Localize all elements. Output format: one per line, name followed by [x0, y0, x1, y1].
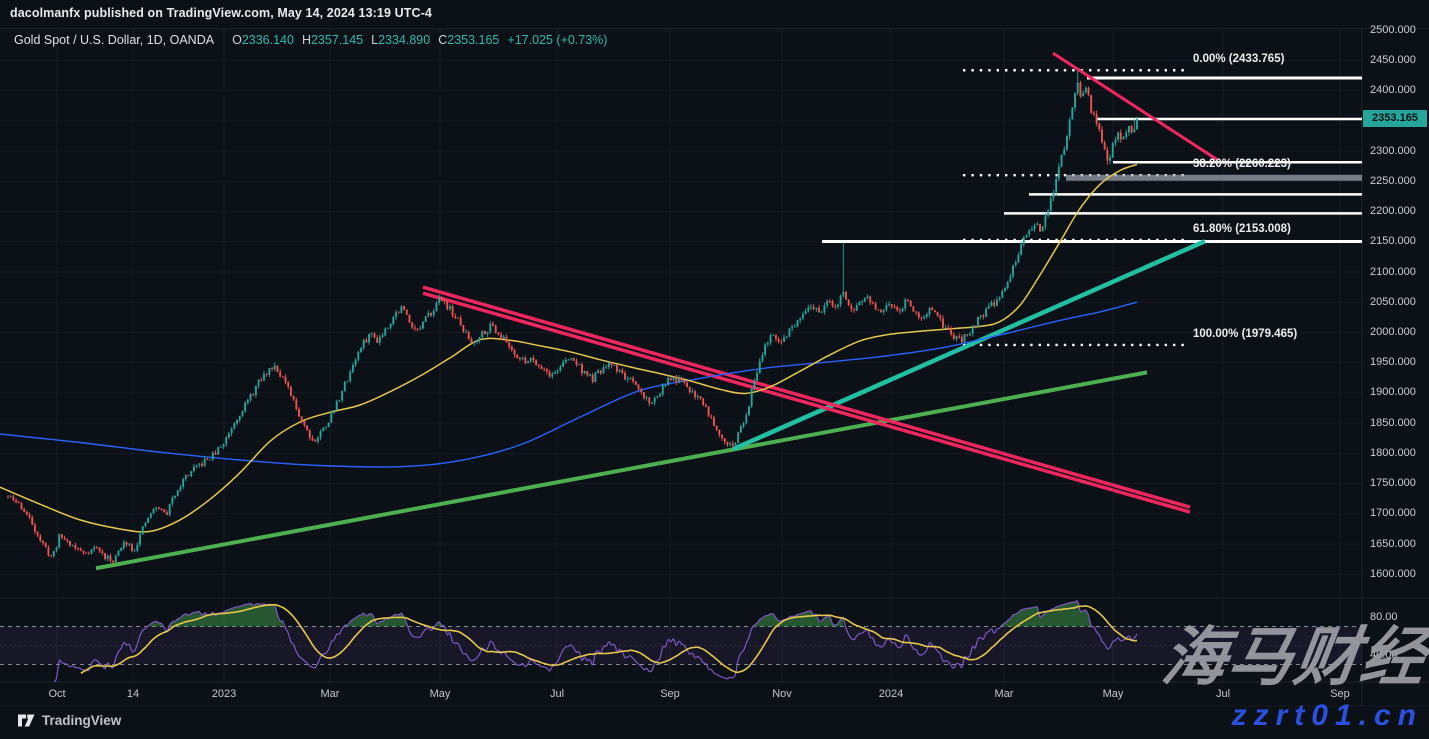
- price-axis-label: 1650.000: [1370, 537, 1416, 550]
- low-label: L: [371, 33, 379, 47]
- rsi-indicator: [0, 600, 1362, 682]
- time-axis-label: Sep: [1330, 688, 1350, 700]
- price-axis-label: 2300.000: [1370, 144, 1416, 157]
- time-axis-label: May: [429, 688, 451, 700]
- ma-slow-blue: [0, 301, 1138, 468]
- price-axis-label: 1850.000: [1370, 416, 1416, 429]
- time-axis-label: 2023: [211, 688, 237, 700]
- price-axis-label: 2150.000: [1370, 235, 1416, 248]
- time-axis-label: Sep: [660, 688, 680, 700]
- price-axis-label: 1750.000: [1370, 477, 1416, 490]
- tradingview-attribution[interactable]: TradingView: [18, 713, 121, 728]
- horizontal-levels[interactable]: [822, 76, 1362, 243]
- descending-channel-lower: [422, 291, 1191, 514]
- watermark-brand-url: zzrt01.cn: [1231, 699, 1423, 732]
- price-axis-label: 2050.000: [1370, 295, 1416, 308]
- price-axis-label: 1600.000: [1370, 567, 1416, 580]
- fib-label-100: 100.00% (1979.465): [1193, 327, 1298, 340]
- price-axis-label: 2200.000: [1370, 205, 1416, 218]
- price-axis-label: 1700.000: [1370, 507, 1416, 520]
- tradingview-logo-icon: [18, 714, 35, 727]
- trendlines[interactable]: [95, 51, 1219, 571]
- price-axis-label: 1900.000: [1370, 386, 1416, 399]
- rsi-axis-label: 80.00: [1370, 610, 1398, 623]
- grid-lines: [0, 28, 1362, 682]
- time-axis-label: 2024: [878, 688, 904, 700]
- ascending-teal: [732, 239, 1206, 452]
- current-price-badge: 2353.165: [1363, 110, 1427, 128]
- price-axis-label: 2100.000: [1370, 265, 1416, 278]
- tradingview-attribution-label: TradingView: [42, 713, 122, 728]
- publish-info: dacolmanfx published on TradingView.com,…: [10, 6, 432, 20]
- high-value: 2357.145: [310, 33, 364, 47]
- time-axis-label: May: [1102, 688, 1124, 700]
- time-axis-label: Mar: [994, 688, 1014, 700]
- open-value: 2336.140: [241, 33, 294, 47]
- watermark-brand-cn: 海马财经: [1157, 621, 1429, 693]
- rsi-ma-line: [80, 603, 1138, 675]
- fib-label-0: 0.00% (2433.765): [1193, 53, 1285, 66]
- high-label: H: [301, 33, 311, 47]
- price-axis-label: 2400.000: [1370, 84, 1416, 97]
- price-axis-label: 2250.000: [1370, 174, 1416, 187]
- fib-label-61: 61.80% (2153.008): [1193, 222, 1291, 235]
- time-axis-label: Jul: [1215, 688, 1231, 700]
- open-label: O: [232, 33, 242, 47]
- symbol-legend: Gold Spot / U.S. Dollar, 1D, OANDA O2336.…: [14, 33, 607, 47]
- price-axis-label: 2000.000: [1370, 325, 1416, 338]
- symbol-title[interactable]: Gold Spot / U.S. Dollar, 1D, OANDA: [14, 33, 215, 47]
- time-axis-label: 14: [126, 688, 140, 700]
- candlesticks: [7, 70, 1138, 565]
- close-label: C: [438, 33, 448, 47]
- fib-label-38: 38.20% (2260.223): [1193, 158, 1291, 171]
- rsi-axis-label: 40.00: [1370, 648, 1398, 661]
- topbar-divider: [0, 28, 1429, 29]
- descending-channel-upper: [422, 285, 1191, 509]
- price-axis-label: 2500.000: [1370, 23, 1416, 36]
- descending-resistance-short: [1052, 51, 1219, 162]
- price-axis-label: 2450.000: [1370, 53, 1416, 66]
- pane-separators: [0, 28, 1429, 707]
- ascending-support-green: [95, 370, 1148, 571]
- ma-fast-yellow: [0, 163, 1138, 533]
- time-axis-label: Oct: [48, 688, 66, 700]
- time-axis-label: Jul: [549, 688, 565, 700]
- change-value: +17.025 (+0.73%): [507, 33, 608, 47]
- rsi-line: [53, 600, 1138, 682]
- moving-averages: [0, 163, 1138, 533]
- time-axis-label: Nov: [772, 688, 792, 700]
- close-value: 2353.165: [447, 33, 500, 47]
- time-axis-label: Mar: [320, 688, 340, 700]
- price-axis-label: 1800.000: [1370, 446, 1416, 459]
- low-value: 2334.890: [378, 33, 431, 47]
- price-axis-label: 1950.000: [1370, 356, 1416, 369]
